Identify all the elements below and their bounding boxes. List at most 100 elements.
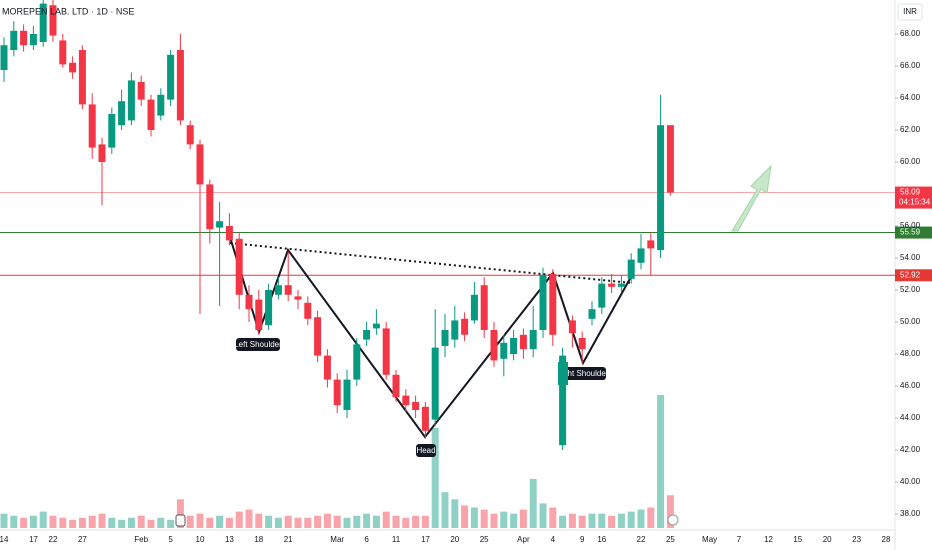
candle-body	[167, 54, 175, 100]
volume-bar	[363, 513, 371, 528]
volume-bar	[98, 513, 106, 528]
candle-body	[363, 330, 371, 340]
candle-body	[382, 328, 390, 375]
volume-bar	[568, 513, 576, 528]
volume-bar	[617, 513, 625, 528]
volume-bar	[578, 515, 586, 528]
x-tick-label: 15	[793, 535, 802, 544]
volume-bar	[88, 515, 96, 528]
annotation-box	[558, 367, 606, 380]
neckline	[229, 242, 633, 284]
candles	[0, 0, 674, 450]
x-tick-label: 13	[225, 535, 234, 544]
candle-body	[69, 62, 77, 73]
annotation: Left Shoulder	[234, 340, 282, 349]
candle-body	[441, 330, 449, 346]
candle-body	[666, 125, 674, 193]
candle-body	[323, 355, 331, 380]
candle-body	[304, 302, 312, 319]
candle-body	[235, 238, 243, 295]
volume-bar	[402, 517, 410, 528]
x-tick-label: 17	[421, 535, 430, 544]
x-tick-label: 5	[168, 535, 173, 544]
candle-body	[39, 3, 47, 43]
y-tick-label: 46.00	[900, 381, 921, 390]
candle-body	[647, 240, 655, 249]
volume-bar	[108, 517, 116, 528]
volume-bar	[304, 517, 312, 528]
volume-bar	[69, 519, 77, 528]
x-tick-label: 25	[666, 535, 675, 544]
volume-bar	[196, 513, 204, 528]
volume-bar	[147, 519, 155, 528]
volume-bar	[59, 517, 67, 528]
candle-body	[431, 347, 439, 420]
volume-bar	[39, 511, 47, 528]
x-tick-label: Mar	[330, 535, 344, 544]
volume-bar	[137, 515, 145, 528]
volume-bar	[559, 515, 567, 528]
volume-bar	[284, 515, 292, 528]
volume-bar	[470, 507, 478, 528]
y-tick-label: 48.00	[900, 349, 921, 358]
x-tick-label: May	[702, 535, 717, 544]
countdown: 04:15:34	[899, 198, 931, 207]
candle-body	[245, 294, 253, 310]
y-tick-label: 38.00	[900, 509, 921, 518]
volume-bar	[216, 515, 224, 528]
volume-bar	[343, 517, 351, 528]
y-tick-label: 62.00	[900, 125, 921, 134]
y-tick-label: 64.00	[900, 93, 921, 102]
price-label-box	[895, 269, 932, 282]
volume-bar	[255, 513, 263, 528]
candle-body	[78, 50, 86, 105]
volume-bar	[657, 395, 665, 528]
candle-body	[588, 309, 596, 319]
candle-body	[294, 296, 302, 300]
candle-body	[108, 114, 116, 148]
x-tick-label: 25	[480, 535, 489, 544]
candle-body	[176, 50, 184, 121]
annotation: Right Shoulder	[556, 369, 609, 378]
volume-bar	[353, 515, 361, 528]
y-tick-label: 44.00	[900, 413, 921, 422]
candle-body	[314, 317, 322, 356]
y-tick-label: 42.00	[900, 445, 921, 454]
y-tick-label: 52.00	[900, 285, 921, 294]
volume-bar	[157, 517, 165, 528]
volume-bar	[274, 517, 282, 528]
candle-body	[539, 275, 547, 330]
candle-body	[451, 320, 459, 340]
candle-body	[617, 283, 625, 287]
volume-bar	[225, 517, 233, 528]
volume-bar	[10, 515, 18, 528]
x-tick-label: 22	[49, 535, 58, 544]
candle-body	[529, 330, 537, 350]
candle-body	[568, 320, 576, 334]
x-tick-label: 23	[852, 535, 861, 544]
volume-bar	[333, 515, 341, 528]
candle-body	[578, 338, 586, 350]
candle-body	[147, 99, 155, 130]
y-tick-label: 66.00	[900, 61, 921, 70]
volume-bar	[529, 478, 537, 528]
volume-bar	[637, 509, 645, 528]
x-tick-label: 18	[254, 535, 263, 544]
price-label: 52.92	[900, 270, 921, 279]
candle-body	[598, 283, 606, 308]
candle-body	[49, 5, 57, 36]
volume-bar	[382, 511, 390, 528]
candle-body	[519, 334, 527, 350]
candle-body	[0, 45, 8, 70]
price-label-box	[895, 186, 932, 209]
candle-body	[29, 34, 37, 46]
candle-body	[372, 323, 380, 329]
candle-overlap	[558, 362, 568, 385]
candle-body	[490, 330, 498, 361]
candle-body	[98, 144, 106, 162]
candle-body	[627, 259, 635, 279]
volume-bar	[666, 495, 674, 528]
price-label: 55.59	[900, 228, 921, 237]
volume-bar	[431, 427, 439, 528]
